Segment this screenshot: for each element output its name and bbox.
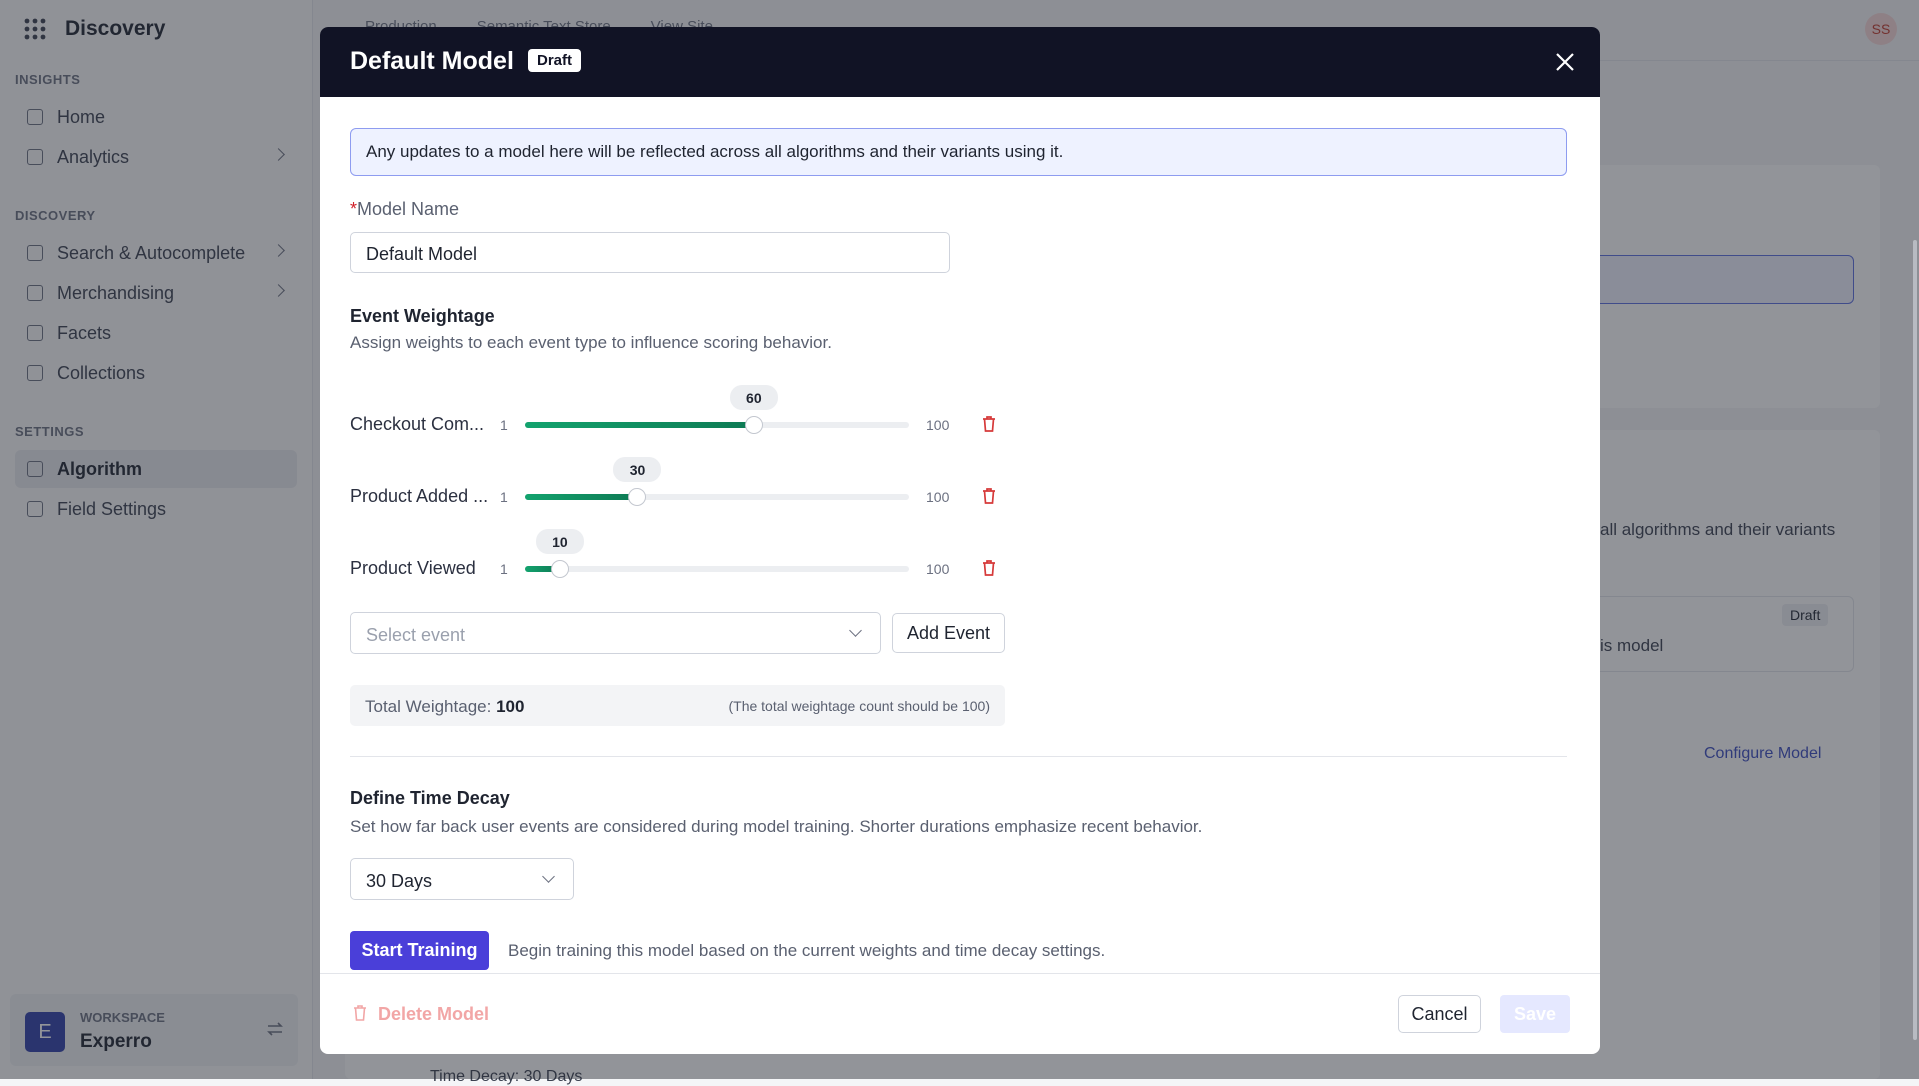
total-note: (The total weightage count should be 100… <box>728 698 990 714</box>
slider-track[interactable] <box>525 566 909 572</box>
decay-select[interactable]: 30 Days <box>350 858 574 900</box>
info-banner: Any updates to a model here will be refl… <box>350 128 1567 176</box>
modal-title: Default Model <box>350 47 514 75</box>
value-bubble: 10 <box>535 529 584 554</box>
total-box: Total Weightage: 100 (The total weightag… <box>350 685 1005 726</box>
scrollbar <box>1913 240 1917 1040</box>
slider-max: 100 <box>926 417 950 433</box>
footer-border <box>320 973 1600 974</box>
slider-fill <box>525 566 560 572</box>
section-title: Define Time Decay <box>350 788 510 808</box>
slider-max: 100 <box>926 561 950 577</box>
delete-icon <box>354 1005 366 1021</box>
slider-min: 1 <box>500 417 508 433</box>
slider-track[interactable] <box>525 494 909 500</box>
total: Total Weightage: 100 <box>365 697 524 717</box>
delete-event[interactable] <box>981 487 997 505</box>
save-button[interactable]: Save <box>1500 995 1570 1033</box>
chevron <box>849 624 862 637</box>
section-desc: Set how far back user events are conside… <box>350 817 1203 836</box>
slider-fill <box>525 422 754 428</box>
slider-max: 100 <box>926 489 950 505</box>
modal: Default Model Draft Any updates to a mod… <box>320 27 1600 1054</box>
placeholder: Select event <box>366 625 466 645</box>
close-button[interactable] <box>1554 51 1576 73</box>
add-event-button[interactable]: Add Event <box>892 613 1005 653</box>
selected: 30 Days <box>366 871 433 891</box>
event-label: Product Added ... <box>350 486 489 506</box>
divider <box>350 756 1567 757</box>
slider-thumb[interactable] <box>744 416 763 434</box>
total-label: Total Weightage: <box>365 697 492 716</box>
cancel-button[interactable]: Cancel <box>1398 995 1481 1033</box>
slider-min: 1 <box>500 561 508 577</box>
delete-event[interactable] <box>981 559 997 577</box>
section-desc: Assign weights to each event type to inf… <box>350 333 832 352</box>
required-mark: * <box>350 199 358 219</box>
slider-fill <box>525 494 638 500</box>
field-label: *Model Name <box>350 199 459 220</box>
event-label: Checkout Com... <box>350 414 485 434</box>
slider-min: 1 <box>500 489 508 505</box>
section-title: Event Weightage <box>350 306 495 326</box>
value-bubble: 60 <box>729 385 778 410</box>
slider-thumb[interactable] <box>628 488 647 506</box>
start-training-button[interactable]: Start Training <box>350 931 489 970</box>
slider-thumb[interactable] <box>550 560 569 578</box>
modal-header: Default Model Draft <box>320 27 1600 97</box>
name-input[interactable]: Default Model <box>350 232 950 273</box>
delete-button[interactable]: Delete Model <box>378 1004 490 1024</box>
total-value: 100 <box>496 697 525 716</box>
event-label: Product Viewed <box>350 558 476 578</box>
event-select[interactable]: Select event <box>350 612 881 654</box>
training-desc: Begin training this model based on the c… <box>508 941 1106 960</box>
badge: Draft <box>528 49 582 72</box>
value-bubble: 30 <box>613 457 662 482</box>
label-text: Model Name <box>357 199 460 219</box>
delete-event[interactable] <box>981 415 997 433</box>
chevron <box>542 870 555 883</box>
